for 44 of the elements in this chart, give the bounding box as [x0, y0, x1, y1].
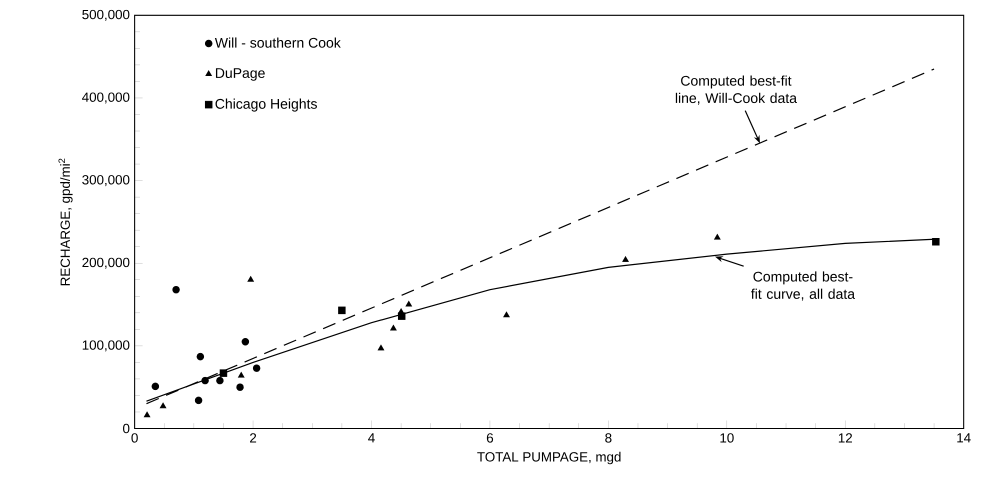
point: [238, 372, 244, 378]
y-tick-label: 100,000: [82, 340, 130, 352]
point: [242, 338, 250, 346]
point: [398, 312, 406, 320]
point: [390, 324, 397, 330]
point: [220, 369, 228, 377]
legend-label: Chicago Heights: [216, 98, 317, 112]
point: [714, 234, 721, 240]
x-tick-label: 8: [605, 432, 612, 442]
y-tick-label: 300,000: [82, 174, 130, 186]
point: [196, 352, 204, 360]
y-tick-label: 400,000: [82, 92, 130, 104]
x-tick-label: 4: [368, 432, 375, 442]
annotation: Computed best-fit line, Will-Cook data: [676, 75, 797, 104]
point: [932, 238, 940, 246]
x-tick-label: 0: [131, 432, 138, 442]
x-tick-label: 12: [838, 432, 852, 442]
point: [622, 256, 629, 262]
point: [406, 300, 412, 306]
point: [378, 344, 384, 350]
point: [216, 376, 224, 384]
point: [194, 396, 202, 404]
x-tick-label: 2: [250, 432, 256, 442]
point: [201, 376, 209, 384]
legend-label: Will - southern Cook: [214, 37, 341, 48]
y-tick-label: 0: [123, 424, 130, 433]
point: [144, 411, 150, 418]
point: [252, 364, 260, 372]
x-axis-title: TOTAL PUMPAGE, mgd: [477, 452, 621, 464]
point: [247, 276, 254, 282]
point: [152, 382, 160, 390]
legend-label: DuPage: [216, 68, 265, 81]
point: [503, 311, 510, 318]
x-tick-label: 6: [486, 432, 494, 442]
point: [338, 306, 346, 314]
y-tick-label: 500,000: [82, 10, 130, 21]
point: [160, 402, 166, 408]
y-axis-title: RECHARGE, gpd/mi$^{2}$: [58, 158, 73, 285]
point: [172, 286, 180, 294]
point: [236, 383, 244, 391]
y-tick-label: 200,000: [82, 258, 130, 269]
annotation: Computed best-fit curve, all data: [751, 271, 856, 300]
x-tick-label: 14: [957, 432, 971, 442]
x-tick-label: 10: [720, 432, 734, 442]
